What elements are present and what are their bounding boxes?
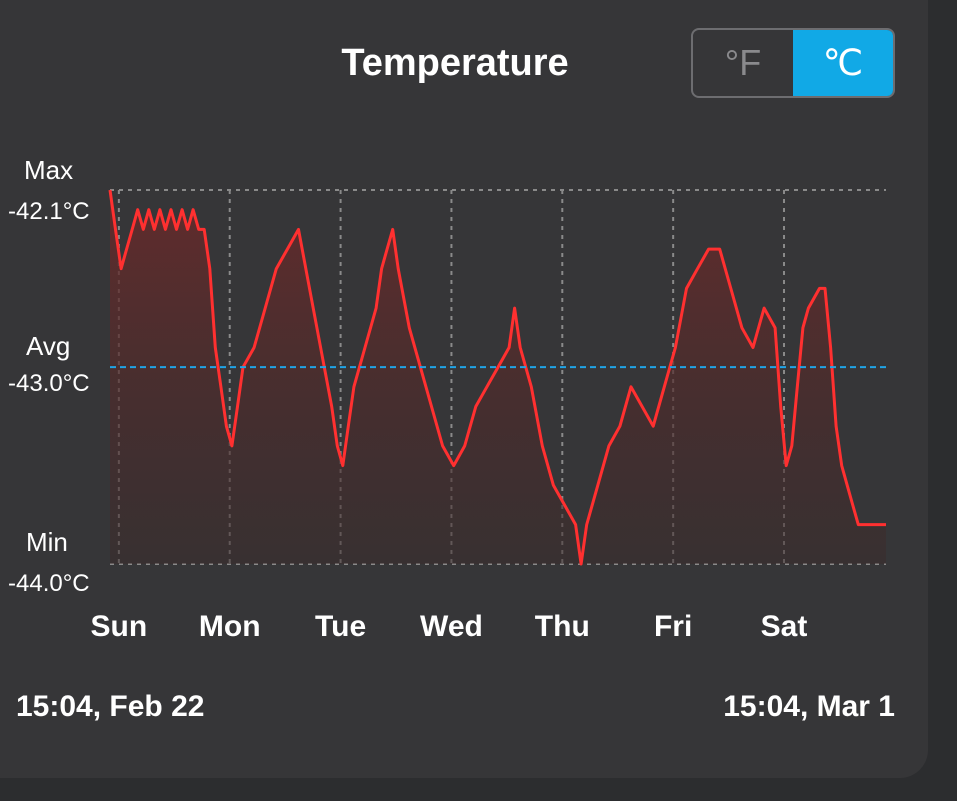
unit-toggle[interactable]: °F ℃ — [691, 28, 895, 98]
celsius-button[interactable]: ℃ — [793, 30, 893, 96]
range-start: 15:04, Feb 22 — [16, 690, 205, 723]
day-label-tue: Tue — [315, 610, 367, 643]
max-label: Max — [24, 155, 74, 185]
day-label-sat: Sat — [760, 610, 808, 643]
temperature-area — [110, 190, 886, 564]
avg-value: -43.0°C — [8, 370, 90, 397]
chart-title: Temperature — [341, 42, 569, 84]
day-label-thu: Thu — [534, 610, 590, 643]
day-label-fri: Fri — [653, 610, 693, 643]
day-label-sun: Sun — [90, 610, 148, 643]
temperature-line — [108, 189, 886, 566]
day-label-mon: Mon — [198, 610, 261, 643]
min-label: Min — [26, 527, 68, 557]
max-value: -42.1°C — [8, 198, 90, 225]
range-end: 15:04, Mar 1 — [723, 690, 895, 723]
avg-label: Avg — [26, 331, 71, 361]
min-value: -44.0°C — [8, 570, 90, 597]
fahrenheit-button[interactable]: °F — [724, 42, 762, 83]
day-label-wed: Wed — [420, 610, 483, 643]
